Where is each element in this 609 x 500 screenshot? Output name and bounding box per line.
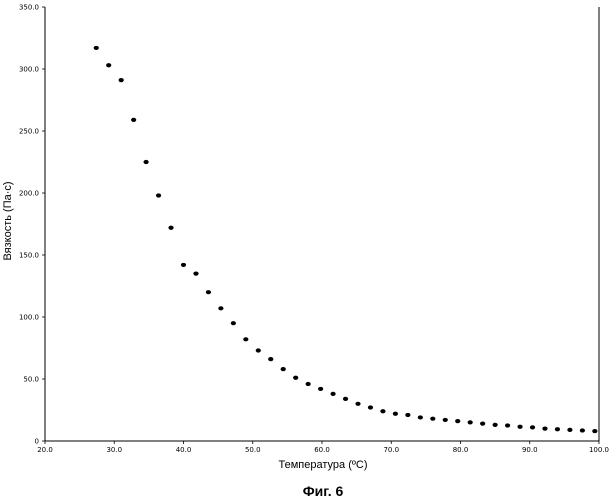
- data-point: [468, 420, 473, 424]
- data-point: [206, 290, 211, 294]
- data-point: [243, 337, 248, 341]
- data-point: [256, 348, 261, 352]
- x-tick-label: 20.0: [37, 446, 53, 454]
- data-point: [355, 402, 360, 406]
- y-tick-label: 300.0: [19, 66, 39, 74]
- data-point: [306, 382, 311, 386]
- data-point: [480, 422, 485, 426]
- y-tick-label: 150.0: [19, 252, 39, 260]
- data-point: [455, 419, 460, 423]
- data-point: [268, 357, 273, 361]
- data-point: [430, 417, 435, 421]
- data-point: [218, 306, 223, 310]
- data-point: [592, 429, 597, 433]
- data-point: [517, 425, 522, 429]
- data-point: [493, 423, 498, 427]
- data-point: [368, 405, 373, 409]
- data-point: [567, 428, 572, 432]
- x-tick-label: 100.0: [589, 446, 609, 454]
- x-tick-label: 30.0: [106, 446, 122, 454]
- data-point: [156, 193, 161, 197]
- x-axis-label: Температура (ºC): [279, 459, 368, 471]
- data-point: [330, 392, 335, 396]
- y-tick-label: 50.0: [23, 376, 39, 384]
- data-point: [555, 427, 560, 431]
- x-tick-label: 40.0: [176, 446, 192, 454]
- data-point: [418, 415, 423, 419]
- data-points: [94, 46, 598, 433]
- x-axis-ticks: 20.0 30.0 40.0 50.0 60.0 70.0 80.0 90.0 100.0: [37, 441, 609, 454]
- data-point: [131, 118, 136, 122]
- y-tick-label: 200.0: [19, 190, 39, 198]
- data-point: [181, 263, 186, 267]
- x-tick-label: 50.0: [245, 446, 261, 454]
- y-tick-label: 350.0: [19, 4, 39, 12]
- y-axis-ticks: 0 50.0 100.0 150.0 200.0 250.0 300.0 350.0: [19, 4, 45, 446]
- x-tick-label: 60.0: [314, 446, 330, 454]
- data-point: [380, 409, 385, 413]
- data-point: [119, 78, 124, 82]
- data-point: [293, 376, 298, 380]
- figure-caption: Фиг. 6: [303, 483, 344, 499]
- data-point: [106, 63, 111, 67]
- y-tick-label: 0: [35, 438, 39, 446]
- data-point: [318, 387, 323, 391]
- data-point: [144, 160, 149, 164]
- y-axis-label: Вязкость (Па·с): [2, 181, 14, 260]
- data-point: [405, 413, 410, 417]
- data-point: [580, 428, 585, 432]
- data-point: [94, 46, 99, 50]
- data-point: [193, 272, 198, 276]
- data-point: [542, 427, 547, 431]
- x-tick-label: 80.0: [453, 446, 469, 454]
- data-point: [393, 412, 398, 416]
- x-tick-label: 70.0: [383, 446, 399, 454]
- x-tick-label: 90.0: [522, 446, 538, 454]
- axes: [45, 7, 599, 441]
- data-point: [443, 418, 448, 422]
- data-point: [168, 226, 173, 230]
- data-point: [505, 423, 510, 427]
- data-point: [343, 397, 348, 401]
- y-tick-label: 100.0: [19, 314, 39, 322]
- data-point: [231, 321, 236, 325]
- data-point: [281, 367, 286, 371]
- data-point: [530, 425, 535, 429]
- y-tick-label: 250.0: [19, 128, 39, 136]
